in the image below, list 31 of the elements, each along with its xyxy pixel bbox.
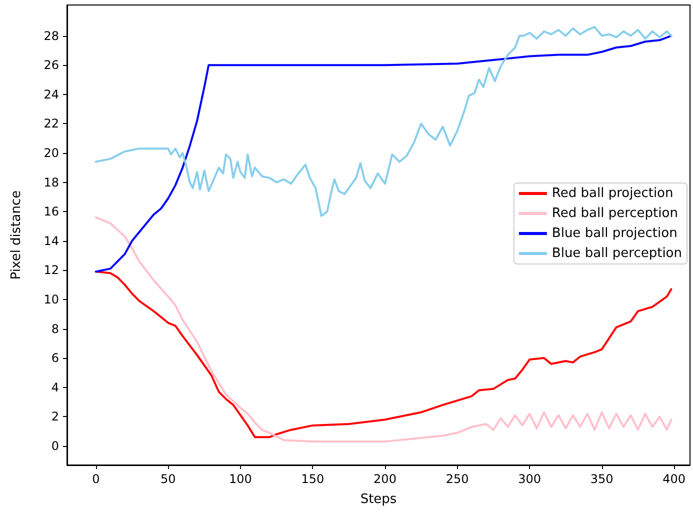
x-tick-label: 400 xyxy=(662,472,686,486)
y-tick-label: 12 xyxy=(44,263,59,278)
line-series xyxy=(94,270,672,438)
legend-label: Red ball projection xyxy=(552,186,674,201)
y-tick-label: 22 xyxy=(44,116,59,131)
y-tick-label: 26 xyxy=(44,58,59,72)
x-axis-title: Steps xyxy=(360,492,397,507)
x-tick-label: 100 xyxy=(229,472,252,486)
y-tick-label: 0 xyxy=(51,438,59,453)
y-axis-title: Pixel distance xyxy=(9,190,24,280)
y-tick-label: 4 xyxy=(51,380,59,394)
y-tick-label: 24 xyxy=(44,87,59,102)
y-tick-label: 8 xyxy=(51,322,59,336)
y-tick-label: 18 xyxy=(44,175,59,190)
y-tick-label: 16 xyxy=(44,204,59,219)
x-tick-label: 300 xyxy=(518,472,542,486)
x-tick-label: 200 xyxy=(374,472,396,486)
y-tick-label: 20 xyxy=(44,146,59,160)
x-tick-label: 0 xyxy=(92,472,100,486)
x-tick-label: 50 xyxy=(160,472,176,486)
x-tick-label: 150 xyxy=(301,472,324,486)
legend-label: Red ball perception xyxy=(552,206,678,221)
y-tick-label: 10 xyxy=(44,292,59,306)
legend-label: Blue ball perception xyxy=(552,246,682,261)
y-tick-label: 28 xyxy=(44,28,59,43)
legend-label: Blue ball projection xyxy=(552,226,678,241)
y-tick-label: 14 xyxy=(44,234,59,248)
x-tick-label: 350 xyxy=(590,472,614,486)
x-tick-label: 250 xyxy=(446,472,469,486)
y-tick-label: 6 xyxy=(51,351,59,366)
y-tick-label: 2 xyxy=(51,410,59,424)
